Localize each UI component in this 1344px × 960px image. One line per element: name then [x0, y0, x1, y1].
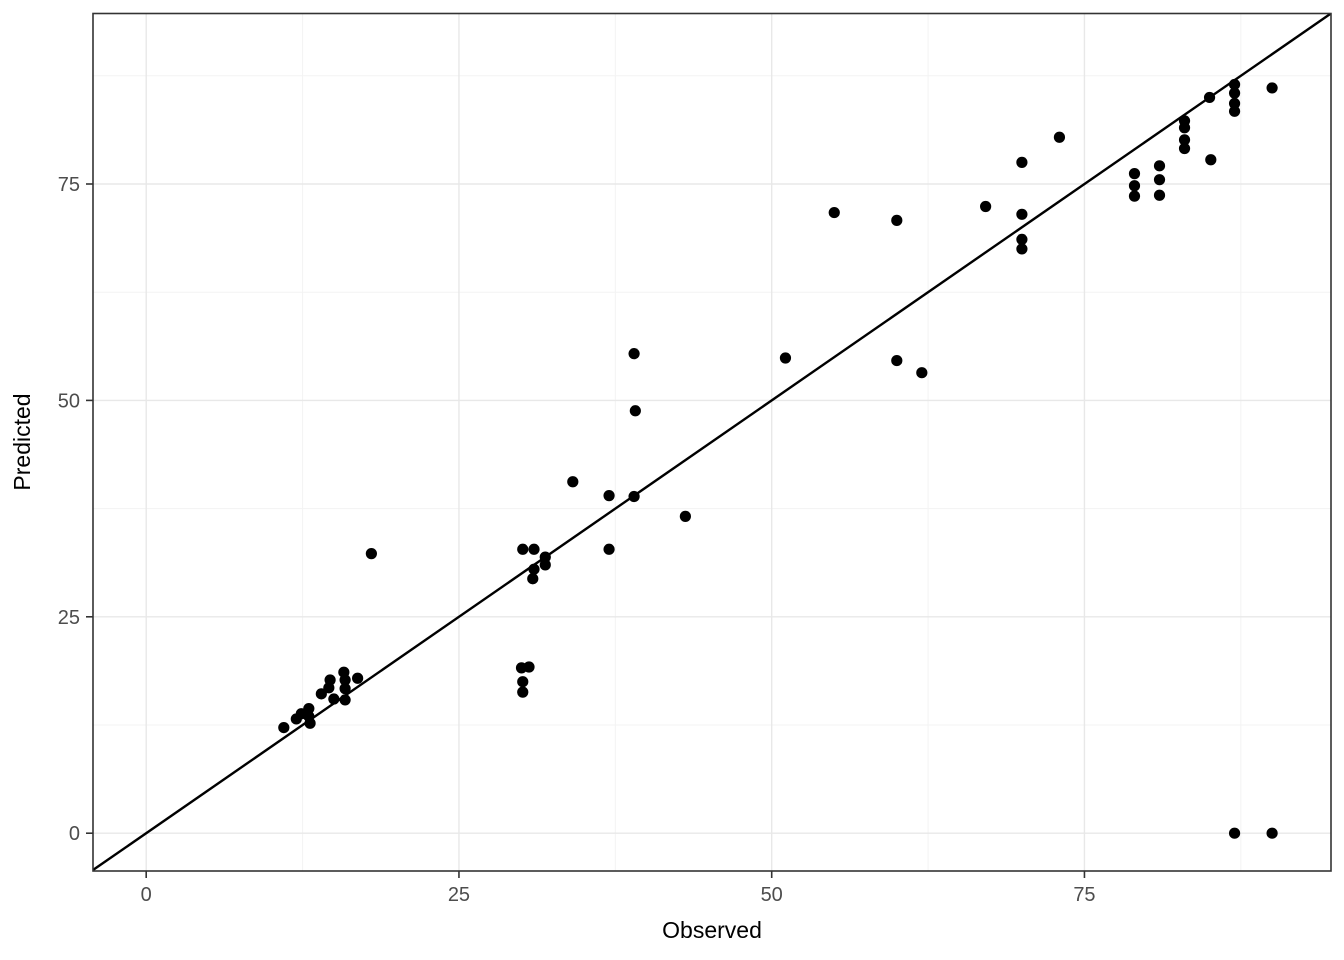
data-point: [1153, 160, 1166, 172]
x-axis-tick-labels: 0 25 50 75: [141, 884, 1096, 906]
data-point: [528, 543, 540, 555]
data-point: [1228, 87, 1241, 99]
y-axis-tick-labels: 0 25 50 75: [58, 174, 80, 845]
data-point: [539, 559, 551, 571]
data-point: [1205, 154, 1217, 166]
data-point: [517, 686, 529, 698]
data-point: [339, 674, 351, 686]
data-point: [278, 721, 290, 734]
data-point: [1203, 91, 1216, 104]
data-point: [1178, 142, 1191, 155]
data-point: [328, 693, 340, 705]
y-tick-label: 25: [58, 607, 80, 629]
data-point: [891, 214, 903, 226]
data-point: [603, 543, 615, 555]
data-point: [980, 200, 992, 213]
data-point: [1266, 82, 1278, 94]
x-axis-title: Observed: [662, 917, 762, 943]
data-point: [528, 563, 540, 575]
data-point: [1016, 233, 1028, 245]
data-point: [1128, 168, 1141, 180]
data-point: [339, 694, 351, 706]
y-tick-label: 75: [58, 174, 80, 196]
data-point: [324, 674, 336, 686]
data-point: [517, 543, 529, 555]
x-tick-label: 75: [1073, 884, 1095, 906]
data-point: [1153, 174, 1166, 186]
data-point: [527, 573, 539, 585]
panel-border: [92, 12, 1332, 872]
data-point: [352, 672, 364, 684]
data-point: [339, 683, 351, 695]
data-point: [1178, 122, 1191, 134]
data-point: [567, 476, 579, 488]
data-point: [315, 688, 327, 700]
data-point: [891, 354, 903, 367]
minor-gridlines: [93, 13, 1331, 871]
data-point: [628, 348, 640, 360]
data-point: [1016, 243, 1028, 255]
x-tick-label: 0: [141, 884, 152, 906]
data-point: [1016, 156, 1028, 168]
data-point: [1228, 105, 1241, 117]
y-tick-label: 50: [58, 390, 80, 412]
data-point: [1266, 827, 1278, 839]
x-tick-label: 50: [761, 884, 783, 906]
data-point: [679, 510, 691, 522]
data-points: [278, 78, 1278, 839]
data-point: [1228, 97, 1241, 110]
data-point: [1053, 131, 1066, 143]
x-axis-ticks: [145, 871, 1086, 878]
data-point: [603, 490, 615, 502]
data-point: [628, 490, 640, 503]
y-tick-label: 0: [69, 823, 80, 845]
data-point: [1016, 208, 1028, 220]
y-axis-ticks: [86, 183, 93, 835]
data-point: [1128, 190, 1141, 202]
data-point: [303, 702, 315, 715]
major-gridlines: [93, 13, 1331, 871]
data-point: [1228, 827, 1241, 839]
x-tick-label: 25: [448, 884, 470, 906]
identity-line: [93, 13, 1331, 871]
data-point: [916, 367, 928, 379]
data-point: [828, 206, 840, 219]
data-point: [779, 352, 792, 364]
data-point: [517, 676, 529, 688]
data-point: [1153, 189, 1166, 201]
data-point: [539, 551, 551, 563]
data-point: [1178, 134, 1191, 146]
data-point: [629, 405, 641, 417]
data-point: [523, 661, 535, 673]
y-axis-title: Predicted: [9, 393, 35, 490]
data-point: [1128, 180, 1141, 192]
data-point: [304, 717, 316, 729]
data-point: [1228, 78, 1241, 91]
data-point: [365, 548, 377, 560]
